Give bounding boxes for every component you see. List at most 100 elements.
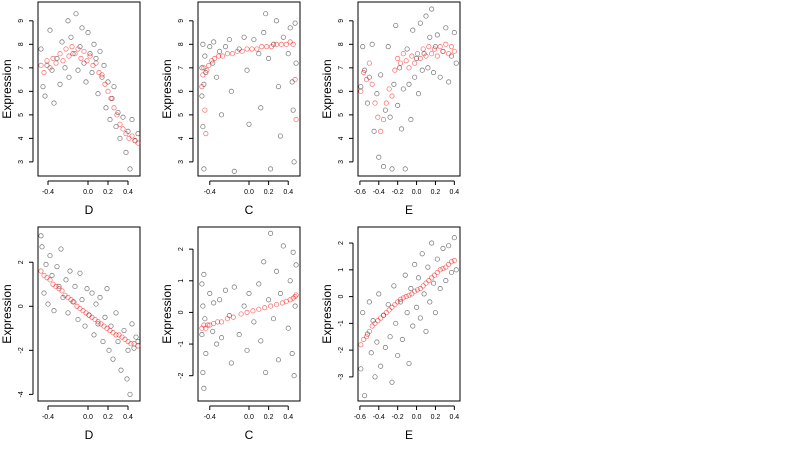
data-point bbox=[120, 126, 126, 132]
y-tick-label: 8 bbox=[178, 42, 185, 46]
data-point bbox=[218, 319, 225, 325]
data-point bbox=[389, 93, 395, 99]
data-point bbox=[104, 286, 110, 292]
x-tick-label: 0.2 bbox=[431, 414, 441, 421]
data-point bbox=[38, 46, 44, 52]
x-tick-label: 0.4 bbox=[123, 414, 133, 421]
data-point bbox=[119, 334, 125, 340]
data-point bbox=[102, 314, 108, 320]
data-point bbox=[125, 338, 131, 345]
data-point bbox=[361, 69, 367, 76]
data-point bbox=[85, 30, 91, 36]
data-point bbox=[210, 60, 216, 66]
data-point bbox=[250, 308, 256, 314]
data-point bbox=[63, 277, 69, 283]
data-point bbox=[44, 62, 50, 69]
data-point bbox=[397, 60, 404, 66]
data-point bbox=[440, 48, 446, 54]
plot-frame bbox=[197, 1, 301, 177]
data-point bbox=[403, 58, 409, 64]
data-point bbox=[363, 77, 370, 83]
data-point bbox=[222, 44, 229, 50]
data-point bbox=[205, 322, 211, 328]
data-point bbox=[366, 74, 372, 80]
data-point bbox=[129, 321, 135, 327]
y-tick-label: 0 bbox=[18, 304, 25, 308]
x-tick-label: -0.6 bbox=[354, 189, 366, 196]
data-point bbox=[437, 286, 443, 292]
fitted-points bbox=[358, 41, 457, 134]
data-point bbox=[378, 128, 384, 134]
data-point bbox=[67, 268, 73, 274]
y-tick-label: -3 bbox=[338, 374, 345, 380]
data-point bbox=[99, 72, 105, 78]
data-point bbox=[83, 310, 89, 316]
x-tick-label: 0.2 bbox=[264, 189, 274, 196]
data-point bbox=[56, 283, 62, 290]
data-point bbox=[72, 283, 78, 290]
data-point bbox=[264, 44, 270, 50]
data-point bbox=[116, 332, 122, 338]
x-tick-label: 0.0 bbox=[83, 189, 93, 196]
data-point bbox=[446, 261, 452, 268]
data-point bbox=[290, 249, 296, 255]
data-point bbox=[393, 320, 399, 326]
data-point bbox=[251, 319, 257, 325]
data-point bbox=[423, 280, 429, 286]
data-point bbox=[57, 51, 63, 57]
fitted-points bbox=[199, 292, 299, 331]
data-point bbox=[372, 320, 378, 326]
data-point bbox=[101, 323, 107, 329]
data-point bbox=[254, 46, 260, 52]
data-point bbox=[360, 310, 366, 316]
data-point bbox=[113, 124, 119, 130]
data-point bbox=[434, 256, 440, 262]
data-point bbox=[423, 53, 429, 59]
data-point bbox=[434, 269, 440, 276]
data-point bbox=[90, 62, 96, 69]
data-point bbox=[38, 62, 44, 69]
observed-points bbox=[199, 230, 299, 391]
data-point bbox=[224, 316, 230, 322]
data-point bbox=[273, 18, 280, 24]
data-point bbox=[391, 283, 397, 289]
x-axis-title: C bbox=[245, 203, 254, 217]
y-tick-label: 0 bbox=[338, 295, 345, 299]
data-point bbox=[135, 140, 141, 146]
panel-2: -0.4 0.0 0.2 0.4 C 3 4 5 6 7 8 9 Expression bbox=[160, 1, 301, 217]
data-point bbox=[60, 58, 66, 64]
data-point bbox=[397, 299, 404, 305]
data-point bbox=[203, 131, 209, 137]
data-point bbox=[96, 69, 102, 76]
data-point bbox=[283, 41, 289, 47]
data-point bbox=[268, 166, 274, 172]
data-point bbox=[369, 41, 375, 47]
data-point bbox=[105, 88, 111, 94]
data-point bbox=[402, 166, 408, 172]
data-point bbox=[363, 334, 370, 340]
data-point bbox=[382, 344, 388, 351]
data-point bbox=[228, 360, 234, 366]
data-point bbox=[259, 44, 265, 50]
data-point bbox=[135, 343, 141, 349]
data-point bbox=[293, 60, 299, 66]
data-point bbox=[374, 91, 380, 97]
data-point bbox=[415, 275, 421, 281]
data-point bbox=[395, 55, 401, 61]
data-point bbox=[415, 91, 421, 97]
data-point bbox=[59, 39, 65, 45]
x-tick-label: -0.4 bbox=[42, 189, 54, 196]
plot-frame bbox=[37, 226, 141, 402]
data-point bbox=[202, 53, 208, 59]
data-point bbox=[50, 55, 56, 61]
data-point bbox=[114, 112, 120, 118]
data-point bbox=[92, 316, 98, 323]
data-point bbox=[393, 22, 399, 29]
data-point bbox=[358, 342, 364, 348]
data-point bbox=[451, 235, 457, 241]
data-point bbox=[431, 280, 437, 286]
data-point bbox=[75, 67, 81, 73]
data-point bbox=[51, 308, 57, 314]
data-point bbox=[289, 79, 295, 85]
observed-points bbox=[358, 235, 459, 399]
